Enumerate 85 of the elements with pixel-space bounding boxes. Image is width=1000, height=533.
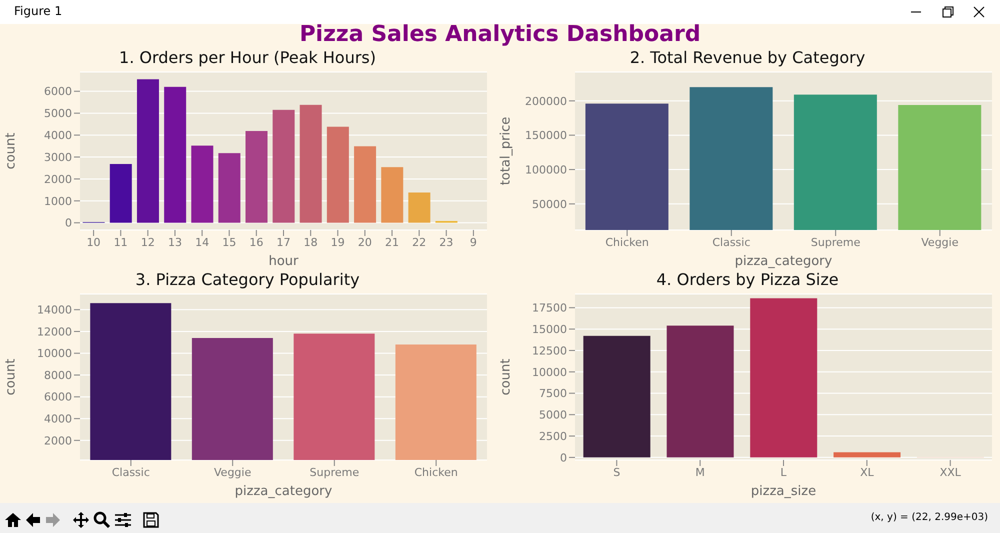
x-tick-label: 13 <box>168 236 182 249</box>
bar <box>326 126 349 223</box>
y-tick-label: 4000 <box>44 412 72 426</box>
x-tick-label: 9 <box>470 236 477 249</box>
y-tick-label: 2000 <box>44 434 72 448</box>
x-tick-label: Chicken <box>414 466 458 479</box>
y-tick-label: 17500 <box>532 302 567 315</box>
y-tick-label: 6000 <box>44 85 72 98</box>
x-tick-label: S <box>613 466 620 479</box>
x-tick-label: 21 <box>385 236 400 249</box>
text: (x, y) = (22, 2.99e+03) <box>870 512 988 523</box>
y-tick-label: 2500 <box>539 430 567 443</box>
bar <box>136 79 159 223</box>
chart-title: 3. Pizza Category Popularity <box>134 270 361 290</box>
y-tick-label: 7500 <box>539 387 567 400</box>
x-tick-label: Chicken <box>605 236 649 249</box>
y-tick-label: 50000 <box>532 198 567 211</box>
y-tick-label: 12500 <box>532 344 567 358</box>
y-tick-label: 100000 <box>525 163 567 176</box>
x-tick-label: 16 <box>249 236 264 249</box>
y-tick-label: 8000 <box>44 368 72 382</box>
x-tick-label: Classic <box>712 236 750 249</box>
bar <box>300 104 322 223</box>
x-tick-label: 23 <box>439 236 454 249</box>
bar <box>666 326 734 458</box>
bar <box>834 452 901 458</box>
x-tick-label: 17 <box>276 236 290 249</box>
bar <box>354 146 376 223</box>
x-tick-label: 15 <box>222 236 236 249</box>
x-tick-label: 18 <box>304 236 318 249</box>
bar <box>218 153 240 223</box>
bar <box>246 130 268 223</box>
y-tick-label: 5000 <box>44 107 72 120</box>
bar <box>408 192 430 223</box>
bar <box>110 164 132 223</box>
x-axis-title: hour <box>268 254 300 269</box>
y-tick-label: 200000 <box>525 94 567 108</box>
y-tick-label: 2000 <box>44 172 72 186</box>
caption: Figure 1 <box>14 4 62 18</box>
y-tick-label: 6000 <box>44 390 72 404</box>
x-tick-label: 20 <box>358 236 372 249</box>
y-tick-label: 1000 <box>44 194 72 208</box>
x-axis-title: pizza_category <box>234 484 333 499</box>
y-tick-label: 0 <box>65 216 72 230</box>
y-tick-label: 15000 <box>532 322 567 336</box>
y-tick-label: 14000 <box>37 304 72 317</box>
y-axis-title: total_price <box>498 116 514 186</box>
chart-title: 2. Total Revenue by Category <box>628 48 866 68</box>
y-tick-label: 0 <box>560 451 567 464</box>
x-tick-label: Classic <box>112 466 150 479</box>
bar <box>381 167 404 223</box>
bar <box>750 298 818 458</box>
x-tick-label: 12 <box>140 236 155 249</box>
bar <box>272 110 295 223</box>
x-tick-label: Veggie <box>921 236 959 249</box>
x-tick-label: 22 <box>412 236 426 249</box>
bar <box>164 86 186 223</box>
x-tick-label: XL <box>860 466 875 479</box>
x-tick-label: Supreme <box>810 236 861 249</box>
y-tick-label: 5000 <box>539 408 567 422</box>
x-tick-label: XXL <box>940 466 962 479</box>
x-tick-label: Veggie <box>214 466 252 479</box>
y-tick-label: 10000 <box>37 347 72 360</box>
y-tick-label: 12000 <box>37 325 72 338</box>
x-axis-title: pizza_category <box>734 254 833 269</box>
y-axis-title: count <box>4 358 19 396</box>
text: Pizza Sales Analytics Dashboard <box>298 22 702 47</box>
x-tick-label: 11 <box>114 236 128 249</box>
y-tick-label: 10000 <box>532 366 567 379</box>
y-axis-title: count <box>498 358 514 396</box>
x-axis-title: pizza_size <box>750 484 816 499</box>
chart-title: 4. Orders by Pizza Size <box>655 270 840 290</box>
x-tick-label: L <box>780 466 788 479</box>
bar <box>583 336 650 458</box>
chart-title: 1. Orders per Hour (Peak Hours) <box>118 48 377 68</box>
x-tick-label: 19 <box>330 236 345 249</box>
x-tick-label: 10 <box>86 236 101 249</box>
y-tick-label: 3000 <box>44 150 72 164</box>
bar <box>191 146 214 223</box>
y-tick-label: 150000 <box>525 129 567 142</box>
x-tick-label: M <box>695 466 705 479</box>
y-axis-title: count <box>4 132 19 170</box>
x-tick-label: 14 <box>195 236 210 249</box>
y-tick-label: 4000 <box>44 129 72 142</box>
x-tick-label: Supreme <box>310 466 360 479</box>
